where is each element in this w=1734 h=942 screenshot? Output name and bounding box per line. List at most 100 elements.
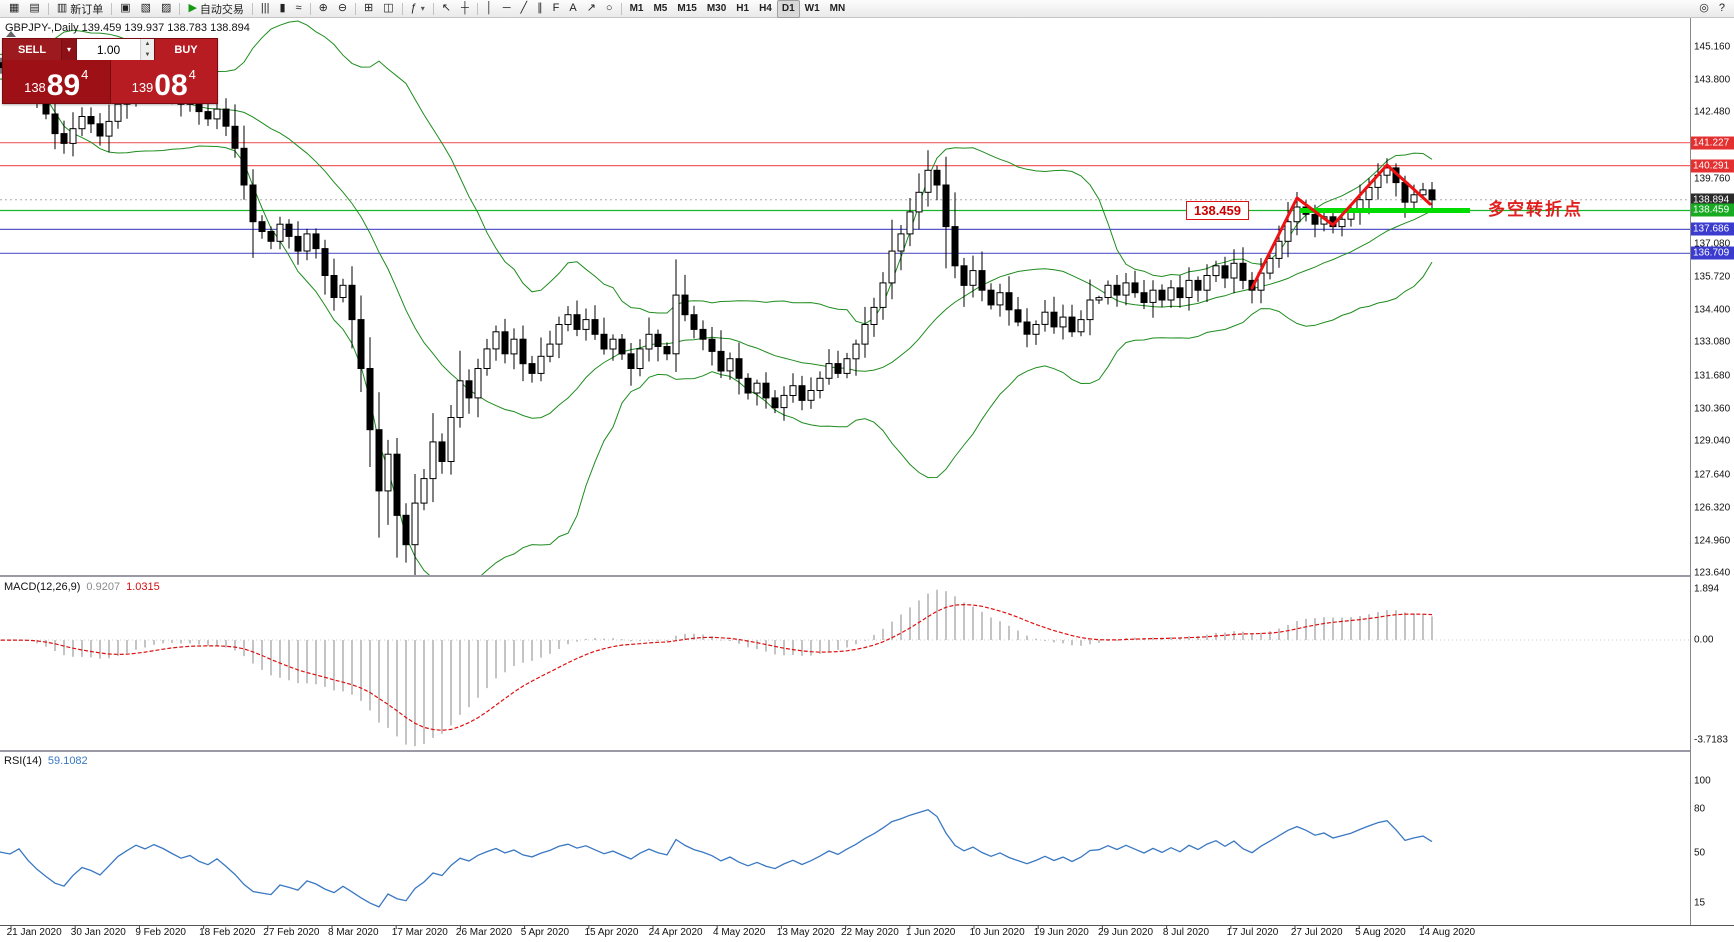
sell-button[interactable]: SELL [3, 39, 61, 60]
date-label: 8 Jul 2020 [1162, 927, 1210, 938]
timeframe-m1[interactable]: M1 [625, 0, 649, 18]
collapse-trade-panel-icon[interactable] [6, 31, 16, 37]
tile-windows-icon[interactable]: ⊞ [359, 0, 378, 18]
macd-main-value: 0.9207 [86, 581, 121, 593]
text-icon[interactable]: A [564, 0, 581, 18]
timeframe-m15[interactable]: M15 [672, 0, 701, 18]
volume-down-icon[interactable]: ▼ [141, 49, 154, 60]
new-order-button[interactable]: ▥ 新订单 [52, 0, 108, 18]
shapes-icon[interactable]: ○ [601, 0, 618, 18]
date-label: 1 Jun 2020 [905, 927, 956, 938]
market-watch-icon-glyph: ▣ [120, 2, 131, 14]
price-level-label[interactable]: 138.459 [1186, 201, 1249, 220]
buy-button[interactable]: BUY [155, 39, 217, 60]
macd-name: MACD(12,26,9) [4, 581, 81, 593]
zoom-in-icon[interactable]: ⊕ [314, 0, 333, 18]
date-label: 26 Mar 2020 [455, 927, 513, 938]
volume-field[interactable]: 1.00 ▲ ▼ [76, 39, 155, 60]
timeframe-m30[interactable]: M30 [702, 0, 731, 18]
navigator-icon[interactable]: ▧ [136, 0, 156, 18]
profiles-icon[interactable]: ▤ [24, 0, 44, 18]
date-label: 5 Apr 2020 [520, 927, 570, 938]
timeframe-m5[interactable]: M5 [648, 0, 672, 18]
zoom-out-icon-glyph: ⊖ [337, 2, 348, 14]
timeframe-w1[interactable]: W1 [800, 0, 825, 18]
date-label: 27 Jul 2020 [1290, 927, 1343, 938]
rsi-scale-label: 100 [1694, 775, 1711, 787]
autotrading-button-glyph: ▶ [188, 2, 197, 14]
timeframe-mn[interactable]: MN [825, 0, 851, 18]
buy-price-pip: 4 [188, 67, 196, 82]
rsi-scale-label: 80 [1694, 803, 1706, 815]
line-chart-icon[interactable]: ≈ [291, 0, 307, 18]
macd-scale-label: 0.00 [1694, 634, 1714, 646]
panel-separator[interactable] [0, 575, 1690, 577]
bollinger-bands [0, 20, 1433, 575]
channel-icon[interactable]: ∥ [532, 0, 548, 18]
volume-up-icon[interactable]: ▲ [141, 39, 154, 50]
timeframe-m15-label: M15 [677, 3, 697, 14]
bar-chart-icon[interactable]: ||| [256, 0, 275, 18]
indicators-icon-glyph: ƒ [410, 2, 417, 14]
new-chart-icon[interactable]: ▦ [4, 0, 24, 18]
price-scale-label: 143.800 [1694, 74, 1731, 86]
price-scale-label: 142.480 [1694, 106, 1731, 118]
timeframe-h1-label: H1 [736, 3, 750, 14]
toolbar-separator [401, 2, 403, 15]
candlestick-chart-icon[interactable]: ▮ [274, 0, 290, 18]
autotrading-button[interactable]: ▶ 自动交易 [183, 0, 248, 18]
trendline-icon[interactable]: ╱ [515, 0, 532, 18]
cursor-icon[interactable]: ↖ [437, 0, 456, 18]
trend-zigzag-drawing[interactable] [1250, 163, 1432, 290]
order-type-dropdown-icon[interactable]: ▾ [61, 39, 76, 60]
cascade-windows-icon[interactable]: ◫ [378, 0, 398, 18]
candlestick-chart-icon-glyph: ▮ [279, 2, 286, 14]
price-scale[interactable]: 145.160 143.800 142.480 139.760 137.080 135.7… [1690, 18, 1734, 925]
toolbar-separator [251, 2, 253, 15]
volume-value[interactable]: 1.00 [96, 42, 121, 57]
market-watch-icon[interactable]: ▣ [115, 0, 135, 18]
price-badge: 140.291 [1691, 159, 1734, 173]
date-label: 9 Feb 2020 [135, 927, 186, 938]
price-scale-label: 123.640 [1694, 567, 1731, 579]
new-order-button-glyph: ▥ [56, 2, 68, 14]
price-scale-label: 130.360 [1694, 403, 1731, 415]
buy-price-button[interactable]: 139 08 4 [110, 60, 217, 103]
toolbar-separator [432, 2, 434, 15]
timeframe-w1-label: W1 [804, 3, 820, 14]
price-badge: 136.709 [1691, 246, 1734, 260]
panel-separator[interactable] [0, 750, 1690, 752]
search-icon[interactable]: ◎ [1694, 0, 1714, 18]
fibonacci-icon[interactable]: F [548, 0, 565, 18]
rsi-scale-label: 50 [1694, 847, 1706, 859]
vertical-line-icon[interactable]: │ [481, 0, 498, 18]
price-scale-label: 129.040 [1694, 435, 1731, 447]
help-icon[interactable]: ? [1714, 0, 1730, 18]
timeframe-d1[interactable]: D1 [776, 0, 800, 18]
indicators-icon[interactable]: ƒ ▾ [406, 0, 430, 18]
date-label: 10 Jun 2020 [969, 927, 1025, 938]
volume-stepper[interactable]: ▲ ▼ [140, 39, 154, 60]
timeframe-h1[interactable]: H1 [731, 0, 754, 18]
rsi-indicator-label: RSI(14) 59.1082 [4, 755, 88, 767]
sell-price-prefix: 138 [24, 80, 46, 95]
indicators-icon-dropdown[interactable]: ▾ [420, 4, 425, 13]
terminal-icon[interactable]: ▨ [156, 0, 176, 18]
turning-point-annotation[interactable]: 多空转折点 [1488, 200, 1583, 219]
macd-panel [0, 589, 1690, 747]
arrow-icon[interactable]: ↗ [582, 0, 601, 18]
timeframe-h4[interactable]: H4 [754, 0, 777, 18]
date-label: 22 May 2020 [840, 927, 899, 938]
zoom-out-icon[interactable]: ⊖ [333, 0, 352, 18]
horizontal-line-icon[interactable]: ─ [498, 0, 516, 18]
sell-price-main: 89 [46, 68, 81, 102]
time-scale[interactable]: 21 Jan 2020 30 Jan 2020 9 Feb 2020 18 Feb 2… [0, 927, 1734, 942]
price-badge: 137.686 [1691, 222, 1734, 236]
candles-layer [0, 53, 1436, 575]
sell-price-button[interactable]: 138 89 4 [3, 60, 111, 103]
crosshair-icon[interactable]: ┼ [456, 0, 474, 18]
buy-price-prefix: 139 [131, 80, 154, 95]
toolbar-separator [620, 2, 622, 15]
timeframe-h4-label: H4 [759, 3, 772, 14]
